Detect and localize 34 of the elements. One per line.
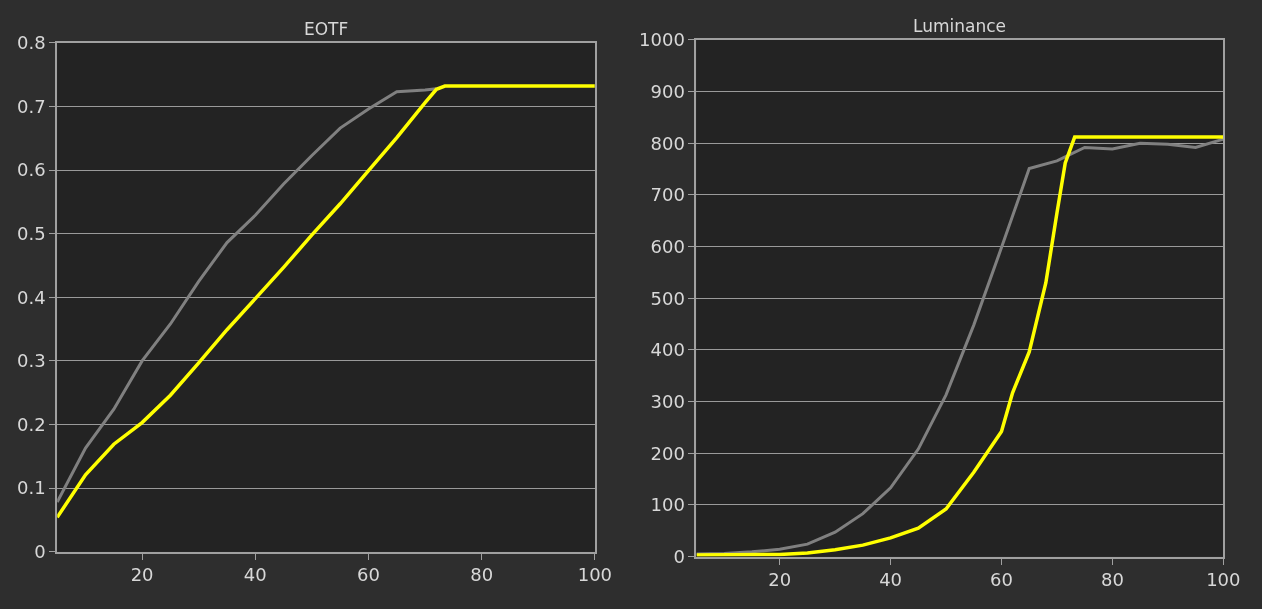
x-tick-label: 100 <box>577 564 613 586</box>
y-tick-label: 0.8 <box>16 32 46 54</box>
y-tick-label: 500 <box>650 287 685 309</box>
line-series <box>57 87 438 504</box>
x-tick-label: 40 <box>879 569 903 591</box>
x-tick-label: 20 <box>130 564 154 586</box>
y-tick-label: 0.1 <box>16 477 46 499</box>
x-tick-label: 80 <box>1100 569 1124 591</box>
y-tick-label: 100 <box>650 494 685 516</box>
y-tick-label: 1000 <box>639 29 685 51</box>
x-tick-label: 40 <box>243 564 267 586</box>
y-tick-label: 0.2 <box>16 413 46 435</box>
y-tick-label: 800 <box>650 132 685 154</box>
x-tick-label: 80 <box>470 564 494 586</box>
line-series <box>57 84 595 520</box>
y-tick-label: 900 <box>650 80 685 102</box>
y-tick-label: 0.5 <box>16 222 46 244</box>
x-tick-label: 100 <box>1206 569 1241 591</box>
chart-title: Luminance <box>913 16 1007 36</box>
x-tick-label: 60 <box>990 569 1013 591</box>
y-tick-label: 400 <box>650 339 685 361</box>
y-tick-label: 600 <box>650 235 685 257</box>
chart-title: EOTF <box>304 19 349 39</box>
x-tick-label: 60 <box>357 564 380 586</box>
y-tick-label: 0.6 <box>16 159 46 181</box>
y-tick-label: 0.4 <box>16 286 46 308</box>
y-tick-label: 200 <box>650 442 685 464</box>
x-tick-label: 20 <box>768 569 792 591</box>
y-tick-label: 0.3 <box>16 350 46 372</box>
y-tick-label: 0 <box>34 540 46 562</box>
y-tick-label: 300 <box>650 390 685 412</box>
y-tick-label: 700 <box>650 184 685 206</box>
y-tick-label: 0.7 <box>16 95 46 117</box>
y-tick-label: 0 <box>673 545 685 567</box>
